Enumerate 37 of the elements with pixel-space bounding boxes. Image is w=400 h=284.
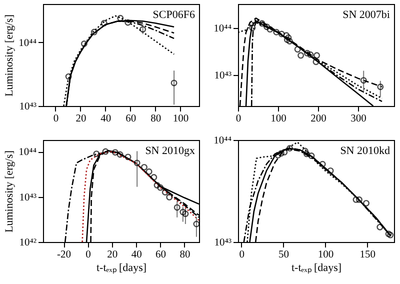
x-tick-label: -20 (57, 250, 72, 260)
x-tick-label: 20 (76, 114, 86, 124)
y-tick-label: 10⁴⁴ (18, 147, 37, 158)
x-tick-label: 60 (156, 250, 166, 260)
chart-title: SN 2010kd (340, 145, 390, 157)
y-axis-title: Luminosity [erg/s] (4, 150, 16, 232)
x-tick-label: 80 (150, 114, 162, 124)
x-tick-label: 300 (350, 114, 366, 124)
x-tick-label: 20 (107, 250, 118, 260)
text: SCP06F6 (152, 9, 196, 21)
chart-title: SN 2010gx (145, 145, 196, 157)
x-tick-label: 40 (131, 250, 142, 260)
y-tick-label: 10⁴³ (214, 238, 232, 248)
y-tick-label: 10⁴² (19, 238, 36, 248)
y-tick-label: 10⁴⁴ (18, 38, 37, 49)
x-tick-label: 0 (86, 250, 91, 260)
x-tick-label: 80 (180, 250, 190, 260)
y-tick-label: 10⁴³ (214, 70, 232, 82)
x-tick-label: 100 (172, 114, 189, 124)
x-axis-title: t-tₑₓₚ [days] (291, 262, 342, 274)
x-tick-label: 60 (126, 114, 136, 124)
x-tick-label: 0 (236, 114, 242, 124)
y-tick-label: 10⁴³ (19, 192, 36, 204)
x-tick-label: 50 (278, 250, 290, 260)
x-tick-label: 0 (53, 114, 59, 124)
chart-title: SN 2007bi (342, 9, 390, 21)
x-tick-label: 40 (100, 114, 112, 124)
x-tick-label: 200 (310, 114, 326, 124)
y-tick-label: 10⁴⁴ (214, 23, 232, 34)
y-tick-label: 10⁴⁴ (214, 136, 232, 146)
x-tick-label: 150 (360, 250, 376, 260)
y-tick-label: 10⁴³ (19, 102, 36, 112)
x-axis-title: t-tₑₓₚ [days] (96, 262, 147, 274)
x-tick-label: 100 (318, 250, 334, 260)
x-tick-label: 0 (239, 250, 244, 260)
y-axis-title: Luminosity [erg/s] (4, 14, 16, 96)
x-tick-label: 100 (270, 114, 286, 124)
